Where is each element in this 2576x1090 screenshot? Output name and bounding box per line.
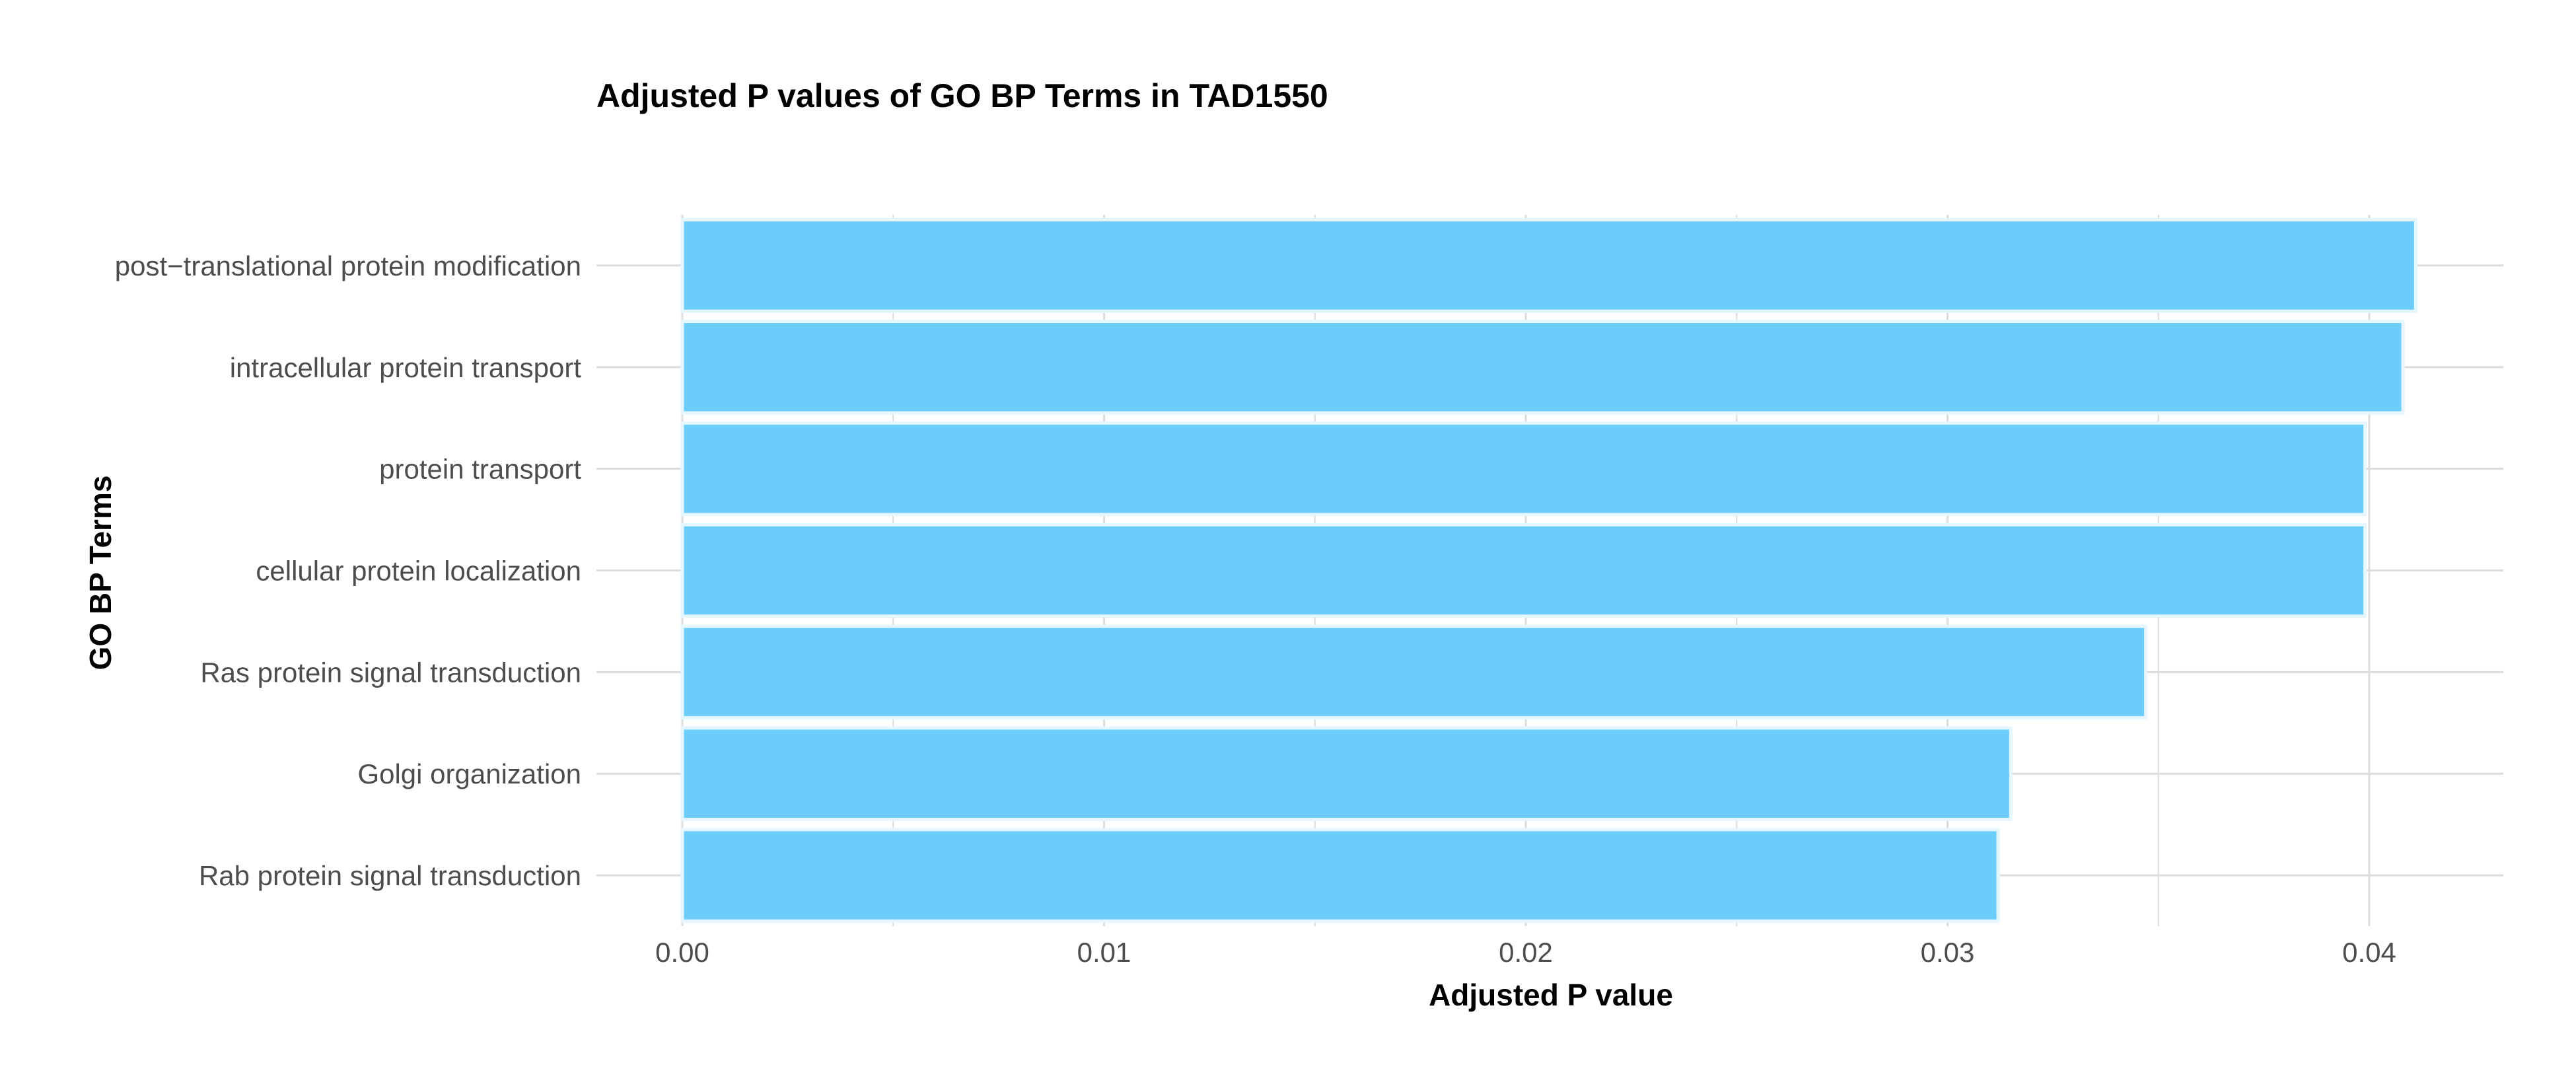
bar — [680, 828, 2000, 923]
y-tick-labels: post−translational protein modification i… — [115, 250, 582, 891]
bar — [680, 421, 2367, 517]
x-axis-title: Adjusted P value — [1429, 978, 1673, 1012]
y-tick-label: Golgi organization — [357, 758, 581, 789]
x-tick-label: 0.02 — [1499, 937, 1553, 968]
bar — [680, 320, 2405, 415]
bar — [680, 726, 2013, 821]
y-tick-label: protein transport — [379, 454, 581, 485]
y-tick-label: post−translational protein modification — [115, 250, 581, 281]
x-tick-label: 0.00 — [655, 937, 709, 968]
x-tick-label: 0.01 — [1077, 937, 1131, 968]
y-axis-title: GO BP Terms — [83, 476, 118, 671]
x-tick-label: 0.03 — [1921, 937, 1975, 968]
bar-layer — [680, 218, 2417, 923]
y-tick-label: intracellular protein transport — [230, 352, 582, 383]
x-tick-label: 0.04 — [2342, 937, 2396, 968]
y-tick-label: cellular protein localization — [256, 556, 581, 587]
bar — [680, 624, 2148, 720]
bar — [680, 218, 2417, 313]
x-tick-labels: 0.00 0.01 0.02 0.03 0.04 — [655, 937, 2396, 968]
bar — [680, 523, 2367, 618]
chart-title: Adjusted P values of GO BP Terms in TAD1… — [596, 77, 1328, 114]
y-tick-label: Ras protein signal transduction — [200, 657, 581, 688]
y-tick-label: Rab protein signal transduction — [199, 860, 581, 891]
